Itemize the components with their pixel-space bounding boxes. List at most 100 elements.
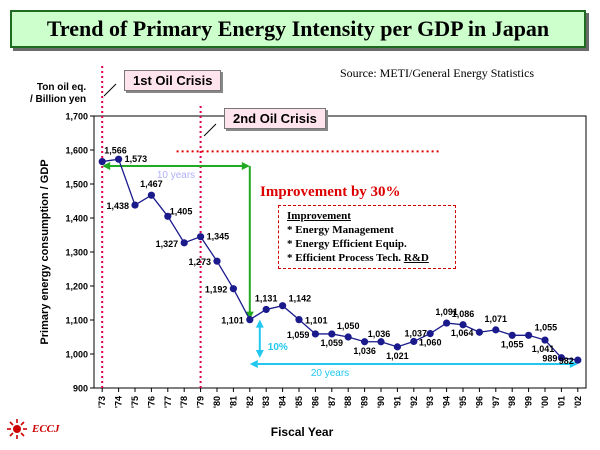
- data-point: [246, 316, 254, 324]
- x-tick-label: '01: [556, 396, 566, 408]
- ecc-logo: ECCJ: [6, 418, 60, 440]
- data-point: [426, 330, 434, 338]
- data-point: [98, 157, 106, 166]
- arrowhead-right: [241, 162, 250, 170]
- data-point: [443, 319, 451, 327]
- improvement-item: * Energy Management: [287, 224, 394, 236]
- y-tick-label: 900: [73, 384, 88, 394]
- x-tick-label: '85: [294, 396, 304, 408]
- data-label: 1,273: [188, 257, 211, 267]
- twenty-year-label: 20 years: [311, 368, 349, 379]
- data-point: [115, 155, 123, 163]
- x-tick-label: '79: [196, 396, 206, 408]
- data-point: [229, 285, 237, 293]
- y-axis-title: Primary energy consumption / GDP: [39, 159, 51, 344]
- data-label: 1,131: [255, 293, 278, 303]
- data-label: 1,467: [140, 179, 163, 189]
- y-tick-label: 1,200: [65, 282, 88, 292]
- x-tick-label: '87: [327, 396, 337, 408]
- data-label: 1,059: [287, 330, 310, 340]
- x-tick-label: '02: [573, 396, 583, 408]
- sunburst-icon: [7, 419, 27, 439]
- data-point: [492, 326, 500, 334]
- data-label: 989: [542, 354, 557, 364]
- data-label: 982: [559, 356, 574, 366]
- x-tick-label: '75: [130, 396, 140, 408]
- x-tick-label: '97: [491, 396, 501, 408]
- y-tick-label: 1,600: [65, 146, 88, 156]
- cyan-arrowhead-up: [255, 319, 264, 328]
- units-line-1: Ton oil eq.: [36, 82, 87, 93]
- data-point: [557, 354, 566, 362]
- data-point: [410, 337, 418, 346]
- y-tick-label: 1,400: [65, 214, 88, 224]
- x-tick-label: '82: [245, 396, 255, 408]
- data-point: [131, 201, 139, 209]
- data-label: 1,405: [170, 206, 193, 216]
- data-label: 1,037: [405, 328, 428, 338]
- x-tick-label: '94: [442, 396, 452, 408]
- x-tick-label: '81: [228, 396, 238, 408]
- ten-year-label: 10 years: [157, 170, 195, 181]
- logo-text: ECCJ: [32, 423, 60, 435]
- y-tick-label: 1,000: [65, 350, 88, 360]
- x-tick-label: '91: [392, 396, 402, 408]
- units-line-2: / Billion yen: [30, 94, 87, 105]
- data-point: [197, 233, 205, 241]
- data-label: 1,050: [337, 321, 360, 331]
- data-point: [262, 305, 270, 314]
- data-point: [525, 331, 533, 339]
- crisis2-leader: [203, 123, 217, 137]
- x-tick-label: '90: [376, 396, 386, 408]
- second-oil-crisis-label: 2nd Oil Crisis: [224, 108, 326, 129]
- data-point: [459, 321, 467, 329]
- source-note: Source: METI/General Energy Statistics: [340, 66, 535, 80]
- y-tick-label: 1,300: [65, 248, 88, 258]
- x-tick-label: '93: [425, 396, 435, 408]
- data-point: [541, 336, 549, 344]
- data-point: [147, 191, 155, 199]
- ten-percent-label: 10%: [268, 342, 288, 353]
- x-tick-label: '95: [458, 396, 468, 408]
- x-tick-label: '92: [409, 396, 419, 408]
- cyan-arrowhead-left: [249, 360, 258, 368]
- data-label: 1,192: [205, 285, 228, 295]
- improvement-item-text: * Efficient Process Tech.: [287, 252, 404, 264]
- chart-title: Trend of Primary Energy Intensity per GD…: [46, 16, 550, 41]
- x-tick-label: '84: [278, 396, 288, 408]
- data-label: 1,566: [104, 146, 127, 156]
- data-point: [574, 356, 582, 364]
- arrowhead-down: [245, 311, 254, 320]
- rd-text: R&D: [403, 252, 429, 264]
- arrowhead-left: [102, 162, 111, 170]
- data-point: [393, 343, 401, 351]
- data-label: 1,055: [535, 322, 558, 332]
- data-label: 1,064: [451, 328, 474, 338]
- cyan-arrowhead-down: [255, 350, 264, 358]
- data-point: [361, 338, 369, 346]
- y-tick-label: 1,700: [65, 112, 88, 122]
- x-tick-label: '89: [360, 396, 370, 408]
- data-label: 1,327: [156, 239, 179, 249]
- x-tick-label: '88: [343, 396, 353, 408]
- data-label: 1,142: [289, 294, 312, 304]
- data-point: [164, 212, 172, 220]
- x-tick-label: '78: [179, 396, 189, 408]
- cyan-arrowhead-right: [569, 360, 578, 368]
- data-label: 1,021: [386, 351, 409, 361]
- improvement-item: * Efficient Process Tech. R&D: [287, 251, 447, 265]
- x-tick-label: '00: [540, 396, 550, 408]
- data-label: 1,055: [501, 339, 524, 349]
- x-tick-label: '80: [212, 396, 222, 408]
- data-label: 1,345: [207, 232, 230, 242]
- x-tick-label: '73: [97, 396, 107, 408]
- data-point: [295, 316, 303, 324]
- x-axis-title: Fiscal Year: [271, 425, 334, 439]
- data-point: [311, 330, 319, 338]
- improvement-heading: Improvement: [287, 210, 351, 222]
- y-axis-units: Ton oil eq. / Billion yen: [30, 82, 86, 106]
- data-point: [377, 338, 385, 346]
- data-label: 1,091: [435, 307, 458, 317]
- data-label: 1,036: [368, 329, 391, 339]
